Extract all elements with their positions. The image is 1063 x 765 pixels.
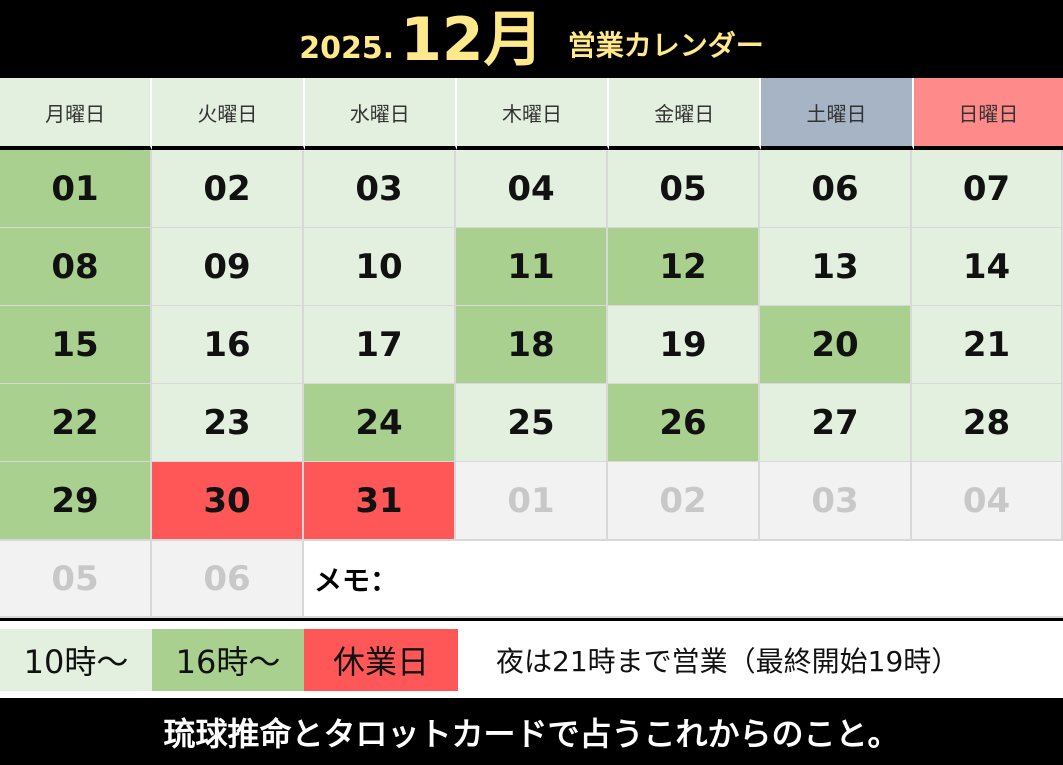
- day-cell: 06: [760, 150, 912, 229]
- header-year: 2025.: [299, 31, 395, 66]
- day-cell: 02: [608, 462, 760, 541]
- day-cell: 23: [152, 384, 304, 463]
- weekday-header-row: 月曜日 火曜日 水曜日 木曜日 金曜日 土曜日 日曜日: [0, 78, 1063, 150]
- day-cell: 01: [456, 462, 608, 541]
- calendar-week-row: 29 30 31 01 02 03 04: [0, 462, 1063, 541]
- day-cell: 21: [912, 306, 1063, 385]
- day-cell: 16: [152, 306, 304, 385]
- weekday-tue: 火曜日: [152, 78, 305, 150]
- calendar-last-row: 05 06 メモ：: [0, 541, 1063, 618]
- day-cell: 24: [304, 384, 456, 463]
- day-cell: 29: [0, 462, 152, 541]
- day-cell: 01: [0, 150, 152, 229]
- footer-banner: 琉球推命とタロットカードで占うこれからのこと。: [0, 698, 1063, 765]
- day-cell: 15: [0, 306, 152, 385]
- legend-normal: 10時〜: [0, 628, 152, 691]
- calendar-week-row: 08 09 10 11 12 13 14: [0, 228, 1063, 307]
- day-cell: 26: [608, 384, 760, 463]
- weekday-thu: 木曜日: [456, 78, 610, 150]
- day-cell: 20: [760, 306, 912, 385]
- day-cell: 13: [760, 228, 912, 307]
- day-cell: 03: [304, 150, 456, 229]
- day-cell: 07: [912, 150, 1063, 229]
- weekday-wed: 水曜日: [304, 78, 457, 150]
- calendar-grid: 月曜日 火曜日 水曜日 木曜日 金曜日 土曜日 日曜日 01 02 03 04 05 06…: [0, 78, 1063, 618]
- day-cell: 08: [0, 228, 152, 307]
- day-cell: 28: [912, 384, 1063, 463]
- day-cell: 25: [456, 384, 608, 463]
- weekday-mon: 月曜日: [0, 78, 153, 150]
- day-cell: 05: [0, 541, 152, 618]
- header-month: 12月: [400, 5, 544, 75]
- day-cell: 17: [304, 306, 456, 385]
- weekday-sat: 土曜日: [761, 78, 914, 150]
- day-cell: 30: [152, 462, 304, 541]
- day-cell: 06: [152, 541, 304, 618]
- day-cell: 04: [912, 462, 1063, 541]
- day-cell: 22: [0, 384, 152, 463]
- day-cell: 14: [912, 228, 1063, 307]
- weekday-fri: 金曜日: [609, 78, 762, 150]
- calendar-week-row: 15 16 17 18 19 20 21: [0, 306, 1063, 385]
- day-cell: 12: [608, 228, 760, 307]
- legend-green: 16時〜: [152, 628, 304, 691]
- weekday-sun: 日曜日: [913, 78, 1063, 150]
- day-cell: 18: [456, 306, 608, 385]
- header-title: 営業カレンダー: [567, 29, 764, 62]
- calendar-header: 2025. 12月 営業カレンダー: [0, 0, 1063, 78]
- day-cell: 02: [152, 150, 304, 229]
- day-cell: 09: [152, 228, 304, 307]
- calendar-week-row: 01 02 03 04 05 06 07: [0, 150, 1063, 229]
- memo-label: メモ：: [304, 541, 1063, 618]
- legend-closed: 休業日: [304, 628, 458, 691]
- day-cell: 10: [304, 228, 456, 307]
- day-cell: 31: [304, 462, 456, 541]
- day-cell: 11: [456, 228, 608, 307]
- legend-note: 夜は21時まで営業（最終開始19時）: [496, 644, 960, 678]
- day-cell: 19: [608, 306, 760, 385]
- day-cell: 03: [760, 462, 912, 541]
- day-cell: 27: [760, 384, 912, 463]
- day-cell: 05: [608, 150, 760, 229]
- day-cell: 04: [456, 150, 608, 229]
- calendar-week-row: 22 23 24 25 26 27 28: [0, 384, 1063, 463]
- legend-bar: 10時〜 16時〜 休業日 夜は21時まで営業（最終開始19時）: [0, 618, 1063, 698]
